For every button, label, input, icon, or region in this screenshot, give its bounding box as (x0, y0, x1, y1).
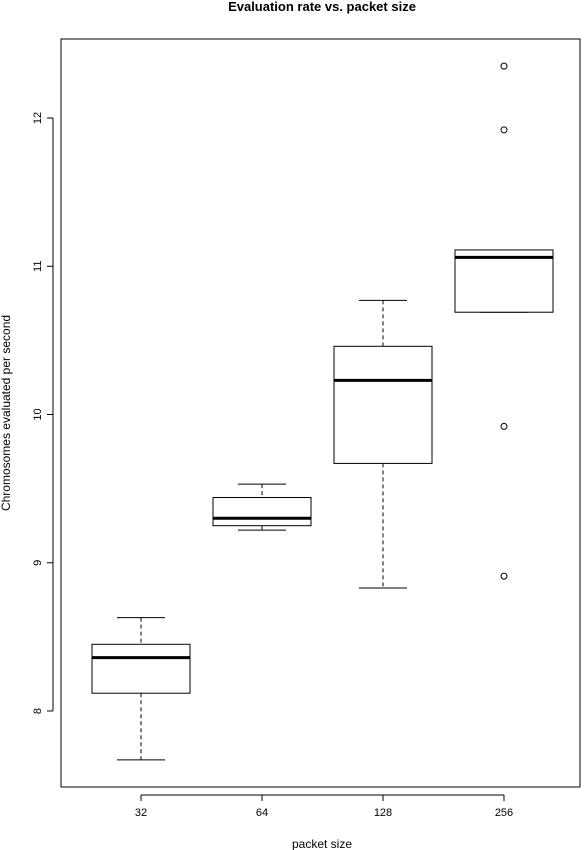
plot-frame (60, 38, 581, 788)
x-axis: 32 64 128 256 (135, 794, 513, 819)
boxes-group (91, 62, 554, 761)
box-128 (333, 299, 433, 589)
x-tick-label-64: 64 (256, 807, 268, 819)
outlier-256-3 (500, 572, 508, 580)
x-tick-label-32: 32 (135, 807, 147, 819)
x-axis-label: packet size (292, 837, 352, 850)
y-tick-label-10: 10 (32, 408, 44, 420)
box-64 (212, 483, 312, 531)
y-axis: 8 9 10 11 12 (32, 112, 54, 714)
y-tick-label-12: 12 (32, 112, 44, 124)
y-tick-label-11: 11 (32, 261, 44, 272)
iqr-box-64 (212, 497, 312, 527)
outlier-256-1 (500, 126, 508, 134)
y-tick-label-8: 8 (32, 708, 44, 714)
outlier-256-2 (500, 422, 508, 430)
outlier-256-0 (500, 62, 508, 70)
x-tick-label-128: 128 (374, 807, 392, 819)
box-32 (91, 617, 191, 761)
x-tick-label-256: 256 (495, 807, 513, 819)
y-axis-label: Chromosomes evaluated per second (0, 315, 13, 511)
iqr-box-256 (454, 249, 554, 313)
box-256 (454, 62, 554, 580)
iqr-box-128 (333, 345, 433, 464)
chart-title: Evaluation rate vs. packet size (228, 0, 416, 14)
y-tick-label-9: 9 (32, 560, 44, 566)
iqr-box-32 (91, 643, 191, 694)
